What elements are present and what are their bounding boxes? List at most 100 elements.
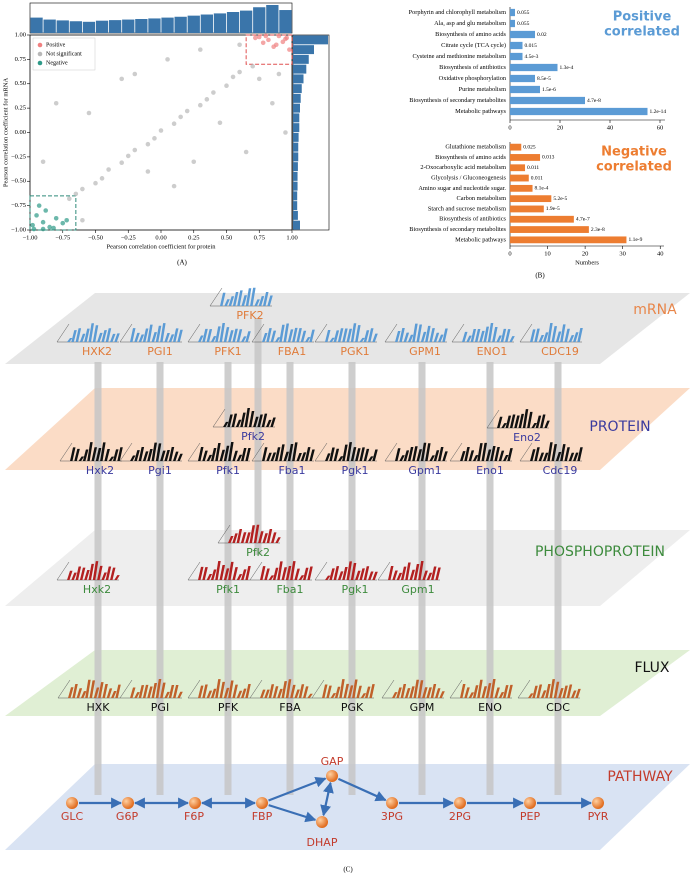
bar bbox=[510, 164, 526, 172]
mini-bar bbox=[309, 449, 315, 461]
pillar bbox=[254, 318, 262, 555]
mini-bar bbox=[505, 329, 511, 342]
mini-bar bbox=[85, 679, 91, 698]
mini-bar bbox=[571, 690, 577, 698]
x-tick-label: 30 bbox=[619, 250, 626, 257]
p-value: 1.2e-14 bbox=[650, 109, 667, 115]
x-axis-label: Numbers bbox=[575, 259, 599, 266]
mini-bar bbox=[258, 531, 264, 543]
point bbox=[158, 128, 164, 133]
mini-bar bbox=[485, 449, 492, 461]
p-value: 1.1e-9 bbox=[628, 237, 642, 243]
gene-label: PGK1 bbox=[340, 345, 369, 358]
gene-label: HXK bbox=[86, 701, 110, 714]
hist-bar bbox=[293, 123, 300, 133]
mini-bar bbox=[142, 684, 149, 698]
point bbox=[73, 191, 79, 197]
point bbox=[106, 167, 111, 172]
x-tick-label: 60 bbox=[657, 124, 664, 131]
mini-bar bbox=[573, 332, 579, 342]
mini-bar bbox=[71, 330, 77, 342]
mini-bar bbox=[303, 567, 309, 580]
mini-bar bbox=[503, 455, 509, 461]
mini-bar bbox=[84, 328, 90, 342]
mini-bar bbox=[337, 571, 344, 580]
mini-bar bbox=[575, 688, 581, 698]
mini-bar bbox=[542, 332, 549, 342]
chart-title: correlated bbox=[604, 25, 680, 40]
mini-bar bbox=[168, 447, 175, 461]
mini-bar bbox=[538, 452, 545, 461]
mini-axis bbox=[212, 408, 226, 428]
mini-bar bbox=[522, 409, 529, 428]
mini-bar bbox=[262, 447, 268, 461]
mini-bar bbox=[267, 295, 273, 306]
bar bbox=[510, 215, 574, 223]
mini-axis bbox=[381, 679, 395, 699]
mini-axis bbox=[187, 323, 201, 343]
gene-label: Fba1 bbox=[276, 583, 303, 596]
hist-bar bbox=[161, 17, 174, 33]
mini-histogram bbox=[377, 561, 441, 581]
mini-bar bbox=[232, 328, 238, 342]
mini-bar bbox=[497, 416, 503, 428]
mini-bar bbox=[134, 692, 140, 698]
mini-bar bbox=[568, 452, 575, 461]
mini-bar bbox=[505, 415, 512, 428]
point bbox=[119, 160, 124, 166]
point bbox=[198, 47, 203, 52]
point bbox=[191, 159, 197, 165]
gene-label: DHAP bbox=[307, 836, 338, 849]
mini-bar bbox=[142, 451, 149, 461]
layer-name: mRNA bbox=[633, 302, 677, 318]
hist-bar bbox=[226, 12, 240, 33]
category-label: Metabolic pathways bbox=[455, 236, 506, 243]
mini-bar bbox=[553, 681, 560, 698]
mini-bar bbox=[498, 450, 505, 461]
gene-label: Gpm1 bbox=[401, 583, 434, 596]
mini-bar bbox=[245, 684, 251, 698]
mini-bar bbox=[464, 447, 470, 461]
category-label: Biosynthesis of amino acids bbox=[435, 31, 506, 38]
gene-label: GPM1 bbox=[409, 345, 441, 358]
mini-bar bbox=[277, 688, 283, 698]
mini-bar bbox=[110, 567, 116, 580]
hist-bar bbox=[82, 21, 96, 33]
mini-bar bbox=[342, 328, 348, 342]
mini-axis bbox=[119, 323, 133, 343]
category-label: Starch and sucrose metabolism bbox=[428, 205, 506, 212]
mini-axis bbox=[384, 442, 398, 462]
mini-histogram bbox=[187, 323, 251, 343]
x-tick-label: 0.50 bbox=[221, 234, 232, 241]
point bbox=[256, 76, 262, 82]
mini-axis bbox=[249, 679, 263, 699]
gene-label: Eno2 bbox=[513, 431, 541, 444]
mini-bar bbox=[292, 442, 298, 461]
pathway-node bbox=[454, 797, 466, 809]
mini-bar bbox=[333, 330, 340, 342]
point bbox=[211, 90, 216, 95]
point bbox=[263, 33, 269, 39]
mini-bar bbox=[202, 450, 208, 461]
mini-axis bbox=[187, 561, 201, 581]
mini-bar bbox=[232, 292, 239, 306]
mini-bar bbox=[429, 455, 435, 461]
mini-bar bbox=[236, 529, 243, 543]
mini-bar bbox=[245, 288, 252, 306]
point bbox=[132, 147, 138, 153]
mini-bar bbox=[266, 529, 273, 543]
mini-bar bbox=[260, 566, 266, 580]
mini-bar bbox=[287, 444, 294, 461]
hist-bar bbox=[174, 16, 187, 33]
mini-bar bbox=[420, 442, 427, 461]
mini-bar bbox=[91, 447, 97, 461]
gene-label: Pfk1 bbox=[216, 583, 240, 596]
category-label: Biosynthesis of amino acids bbox=[435, 154, 506, 161]
mini-bar bbox=[160, 682, 166, 698]
y-tick-label: −1.00 bbox=[11, 226, 26, 233]
point bbox=[93, 180, 98, 186]
mini-bar bbox=[219, 323, 225, 342]
point bbox=[237, 69, 242, 75]
mini-axis bbox=[519, 323, 533, 343]
category-label: Porphyrin and chlorophyll metabolism bbox=[409, 9, 507, 16]
